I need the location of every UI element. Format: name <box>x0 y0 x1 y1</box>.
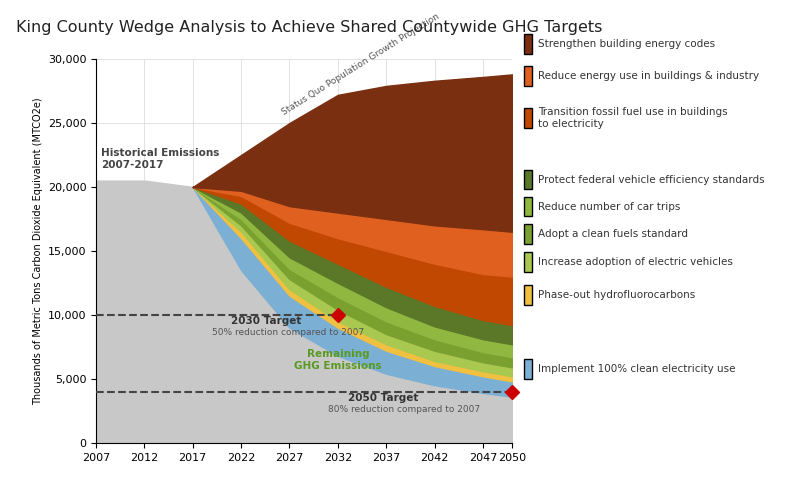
Text: Status Quo Population Growth Projection: Status Quo Population Growth Projection <box>280 11 441 117</box>
Text: Strengthen building energy codes: Strengthen building energy codes <box>538 39 714 49</box>
Text: 2050 Target: 2050 Target <box>347 393 418 402</box>
Text: Increase adoption of electric vehicles: Increase adoption of electric vehicles <box>538 257 733 267</box>
Text: Historical Emissions
2007-2017: Historical Emissions 2007-2017 <box>101 148 219 170</box>
Text: Phase-out hydrofluorocarbons: Phase-out hydrofluorocarbons <box>538 290 695 300</box>
Text: Remaining
GHG Emissions: Remaining GHG Emissions <box>294 349 382 370</box>
Y-axis label: Thousands of Metric Tons Carbon Dioxide Equivalent (MTCO2e): Thousands of Metric Tons Carbon Dioxide … <box>34 97 43 405</box>
Text: 80% reduction compared to 2007: 80% reduction compared to 2007 <box>328 405 480 414</box>
Text: Transition fossil fuel use in buildings
to electricity: Transition fossil fuel use in buildings … <box>538 107 727 129</box>
Text: 2030 Target: 2030 Target <box>231 316 302 326</box>
Text: King County Wedge Analysis to Achieve Shared Countywide GHG Targets: King County Wedge Analysis to Achieve Sh… <box>16 20 602 34</box>
Text: Reduce number of car trips: Reduce number of car trips <box>538 202 680 212</box>
Text: 50% reduction compared to 2007: 50% reduction compared to 2007 <box>212 328 364 338</box>
Text: Protect federal vehicle efficiency standards: Protect federal vehicle efficiency stand… <box>538 175 764 184</box>
Text: Implement 100% clean electricity use: Implement 100% clean electricity use <box>538 364 735 374</box>
Text: Reduce energy use in buildings & industry: Reduce energy use in buildings & industr… <box>538 71 758 81</box>
Text: Adopt a clean fuels standard: Adopt a clean fuels standard <box>538 229 688 239</box>
